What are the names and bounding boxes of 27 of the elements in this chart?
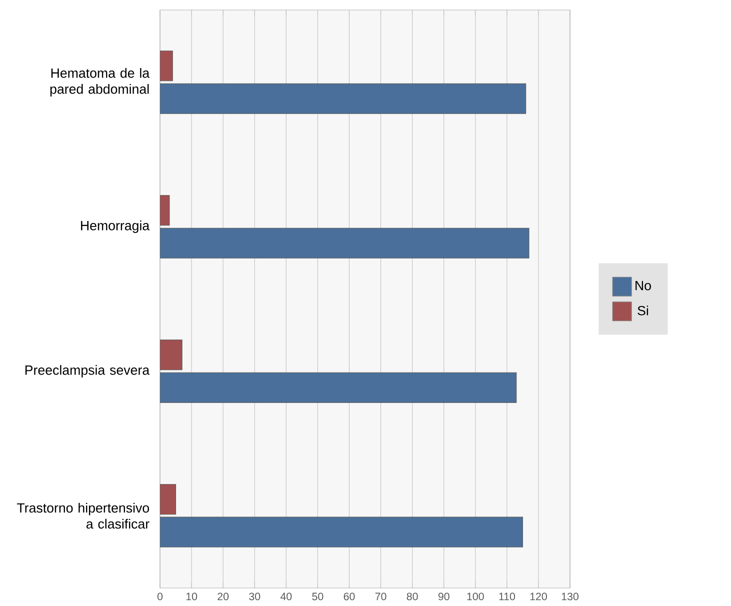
x-tick-label: 100	[467, 592, 484, 600]
x-tick-label: 30	[249, 592, 260, 600]
x-tick-label: 60	[344, 592, 355, 600]
bar	[160, 372, 517, 403]
x-tick-label: 40	[280, 592, 292, 600]
x-tick-label: 80	[406, 592, 418, 600]
x-tick-label: 130	[562, 592, 578, 600]
y-tick-label: Trastorno hipertensivo a clasificar	[16, 502, 150, 529]
bar	[160, 228, 530, 258]
bar	[160, 340, 182, 370]
bar	[160, 484, 176, 515]
y-tick-label: Preeclampsia severa	[25, 365, 150, 378]
bar	[160, 50, 173, 81]
bar	[160, 516, 523, 548]
legend-label: No	[636, 280, 651, 290]
legend-label: Si	[638, 306, 648, 316]
x-tick-label: 50	[312, 592, 324, 600]
x-tick-label: 70	[375, 592, 386, 600]
y-tick-label: Hematoma de la pared abdominal	[50, 68, 150, 96]
x-tick-label: 10	[186, 592, 198, 600]
x-tick-label: 110	[499, 592, 516, 600]
bar	[160, 83, 526, 114]
x-tick-label: 90	[438, 592, 450, 600]
x-tick-label: 20	[218, 592, 229, 600]
x-tick-label: 120	[530, 592, 547, 600]
y-tick-label: Hemorragia	[81, 220, 150, 233]
x-tick-label: 0	[157, 592, 163, 600]
